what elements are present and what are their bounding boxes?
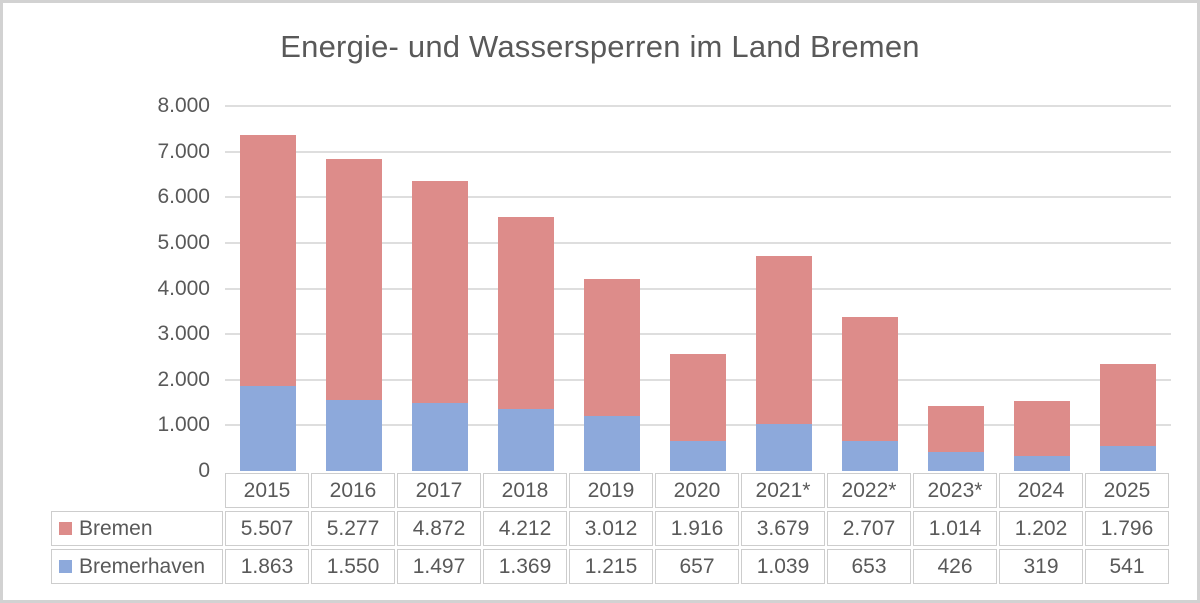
table-value-cell: 5.277 — [311, 511, 395, 546]
table-header-year: 2018 — [483, 473, 567, 508]
data-table: 2015 2016 2017 2018 2019 2020 2021* 2022* 2023* 2… — [51, 473, 1169, 584]
table-value-cell: 653 — [827, 549, 911, 584]
table-value-cell: 1.215 — [569, 549, 653, 584]
bar-segment-bremen — [240, 135, 296, 386]
gridline — [225, 287, 1171, 290]
table-header-year: 2019 — [569, 473, 653, 508]
table-header-year: 2016 — [311, 473, 395, 508]
table-value-cell: 319 — [999, 549, 1083, 584]
table-header-year: 2024 — [999, 473, 1083, 508]
gridline — [225, 150, 1171, 153]
bar-column-2023* — [913, 106, 999, 471]
table-value-cell: 3.679 — [741, 511, 825, 546]
table-header-year: 2023* — [913, 473, 997, 508]
bar-column-2015 — [225, 106, 311, 471]
y-axis-tick-label: 3.000 — [157, 322, 210, 346]
bar-segment-bremerhaven — [842, 441, 898, 471]
table-value-cell: 3.012 — [569, 511, 653, 546]
bar-column-2021* — [741, 106, 827, 471]
table-value-cell: 1.369 — [483, 549, 567, 584]
table-value-cell: 5.507 — [225, 511, 309, 546]
gridline — [225, 241, 1171, 244]
bar-column-2019 — [569, 106, 655, 471]
table-value-cell: 426 — [913, 549, 997, 584]
legend-label-bremerhaven: Bremerhaven — [79, 554, 206, 578]
legend-cell-bremen: Bremen — [51, 511, 223, 546]
bar-segment-bremen — [1100, 364, 1156, 446]
bar-column-2017 — [397, 106, 483, 471]
bar-segment-bremerhaven — [584, 416, 640, 471]
gridline — [225, 333, 1171, 336]
table-value-cell: 657 — [655, 549, 739, 584]
y-axis-tick-label: 6.000 — [157, 185, 210, 209]
y-axis-tick-label: 2.000 — [157, 367, 210, 391]
bar-column-2025 — [1085, 106, 1171, 471]
plot-area — [225, 105, 1171, 471]
legend-swatch-bremerhaven-icon — [59, 560, 72, 573]
bar-segment-bremerhaven — [756, 424, 812, 471]
bar-segment-bremerhaven — [240, 386, 296, 471]
y-axis-tick-label: 4.000 — [157, 276, 210, 300]
bar-segment-bremen — [670, 354, 726, 441]
table-header-year: 2022* — [827, 473, 911, 508]
table-value-cell: 1.497 — [397, 549, 481, 584]
bar-column-2018 — [483, 106, 569, 471]
gridline — [225, 196, 1171, 199]
bar-segment-bremerhaven — [1100, 446, 1156, 471]
bar-segment-bremen — [756, 256, 812, 424]
bar-segment-bremerhaven — [412, 403, 468, 471]
table-value-cell: 4.212 — [483, 511, 567, 546]
y-axis-tick-label: 7.000 — [157, 139, 210, 163]
table-header-year: 2020 — [655, 473, 739, 508]
bar-segment-bremerhaven — [670, 441, 726, 471]
bar-column-2024 — [999, 106, 1085, 471]
table-value-cell: 1.550 — [311, 549, 395, 584]
y-axis-tick-label: 8.000 — [157, 94, 210, 117]
bar-column-2022* — [827, 106, 913, 471]
bar-segment-bremen — [498, 217, 554, 409]
chart-title: Energie- und Wassersperren im Land Breme… — [280, 29, 920, 64]
table-header-year: 2017 — [397, 473, 481, 508]
bar-segment-bremen — [412, 181, 468, 403]
table-header-year: 2015 — [225, 473, 309, 508]
table-value-cell: 1.863 — [225, 549, 309, 584]
y-axis-tick-label: 5.000 — [157, 230, 210, 254]
table-header-year: 2021* — [741, 473, 825, 508]
table-value-cell: 1.014 — [913, 511, 997, 546]
bar-segment-bremerhaven — [1014, 456, 1070, 471]
gridline — [225, 105, 1171, 107]
table-value-cell: 1.796 — [1085, 511, 1169, 546]
y-axis-tick-label: 1.000 — [157, 413, 210, 437]
bar-segment-bremerhaven — [928, 452, 984, 471]
bar-column-2016 — [311, 106, 397, 471]
bar-segment-bremen — [326, 159, 382, 400]
legend-swatch-bremen-icon — [59, 522, 72, 535]
legend-label-bremen: Bremen — [79, 516, 153, 540]
table-value-cell: 4.872 — [397, 511, 481, 546]
table-value-cell: 1.202 — [999, 511, 1083, 546]
table-value-cell: 1.916 — [655, 511, 739, 546]
table-value-cell: 1.039 — [741, 549, 825, 584]
bar-segment-bremerhaven — [326, 400, 382, 471]
bar-segment-bremen — [1014, 401, 1070, 456]
table-value-cell: 2.707 — [827, 511, 911, 546]
bar-segment-bremerhaven — [498, 409, 554, 471]
table-header-year: 2025 — [1085, 473, 1169, 508]
bar-segment-bremen — [584, 279, 640, 416]
bar-segment-bremen — [928, 406, 984, 452]
bar-column-2020 — [655, 106, 741, 471]
bar-segment-bremen — [842, 317, 898, 441]
legend-cell-bremerhaven: Bremerhaven — [51, 549, 223, 584]
table-value-cell: 541 — [1085, 549, 1169, 584]
y-axis-tick-label: 0 — [198, 459, 210, 482]
